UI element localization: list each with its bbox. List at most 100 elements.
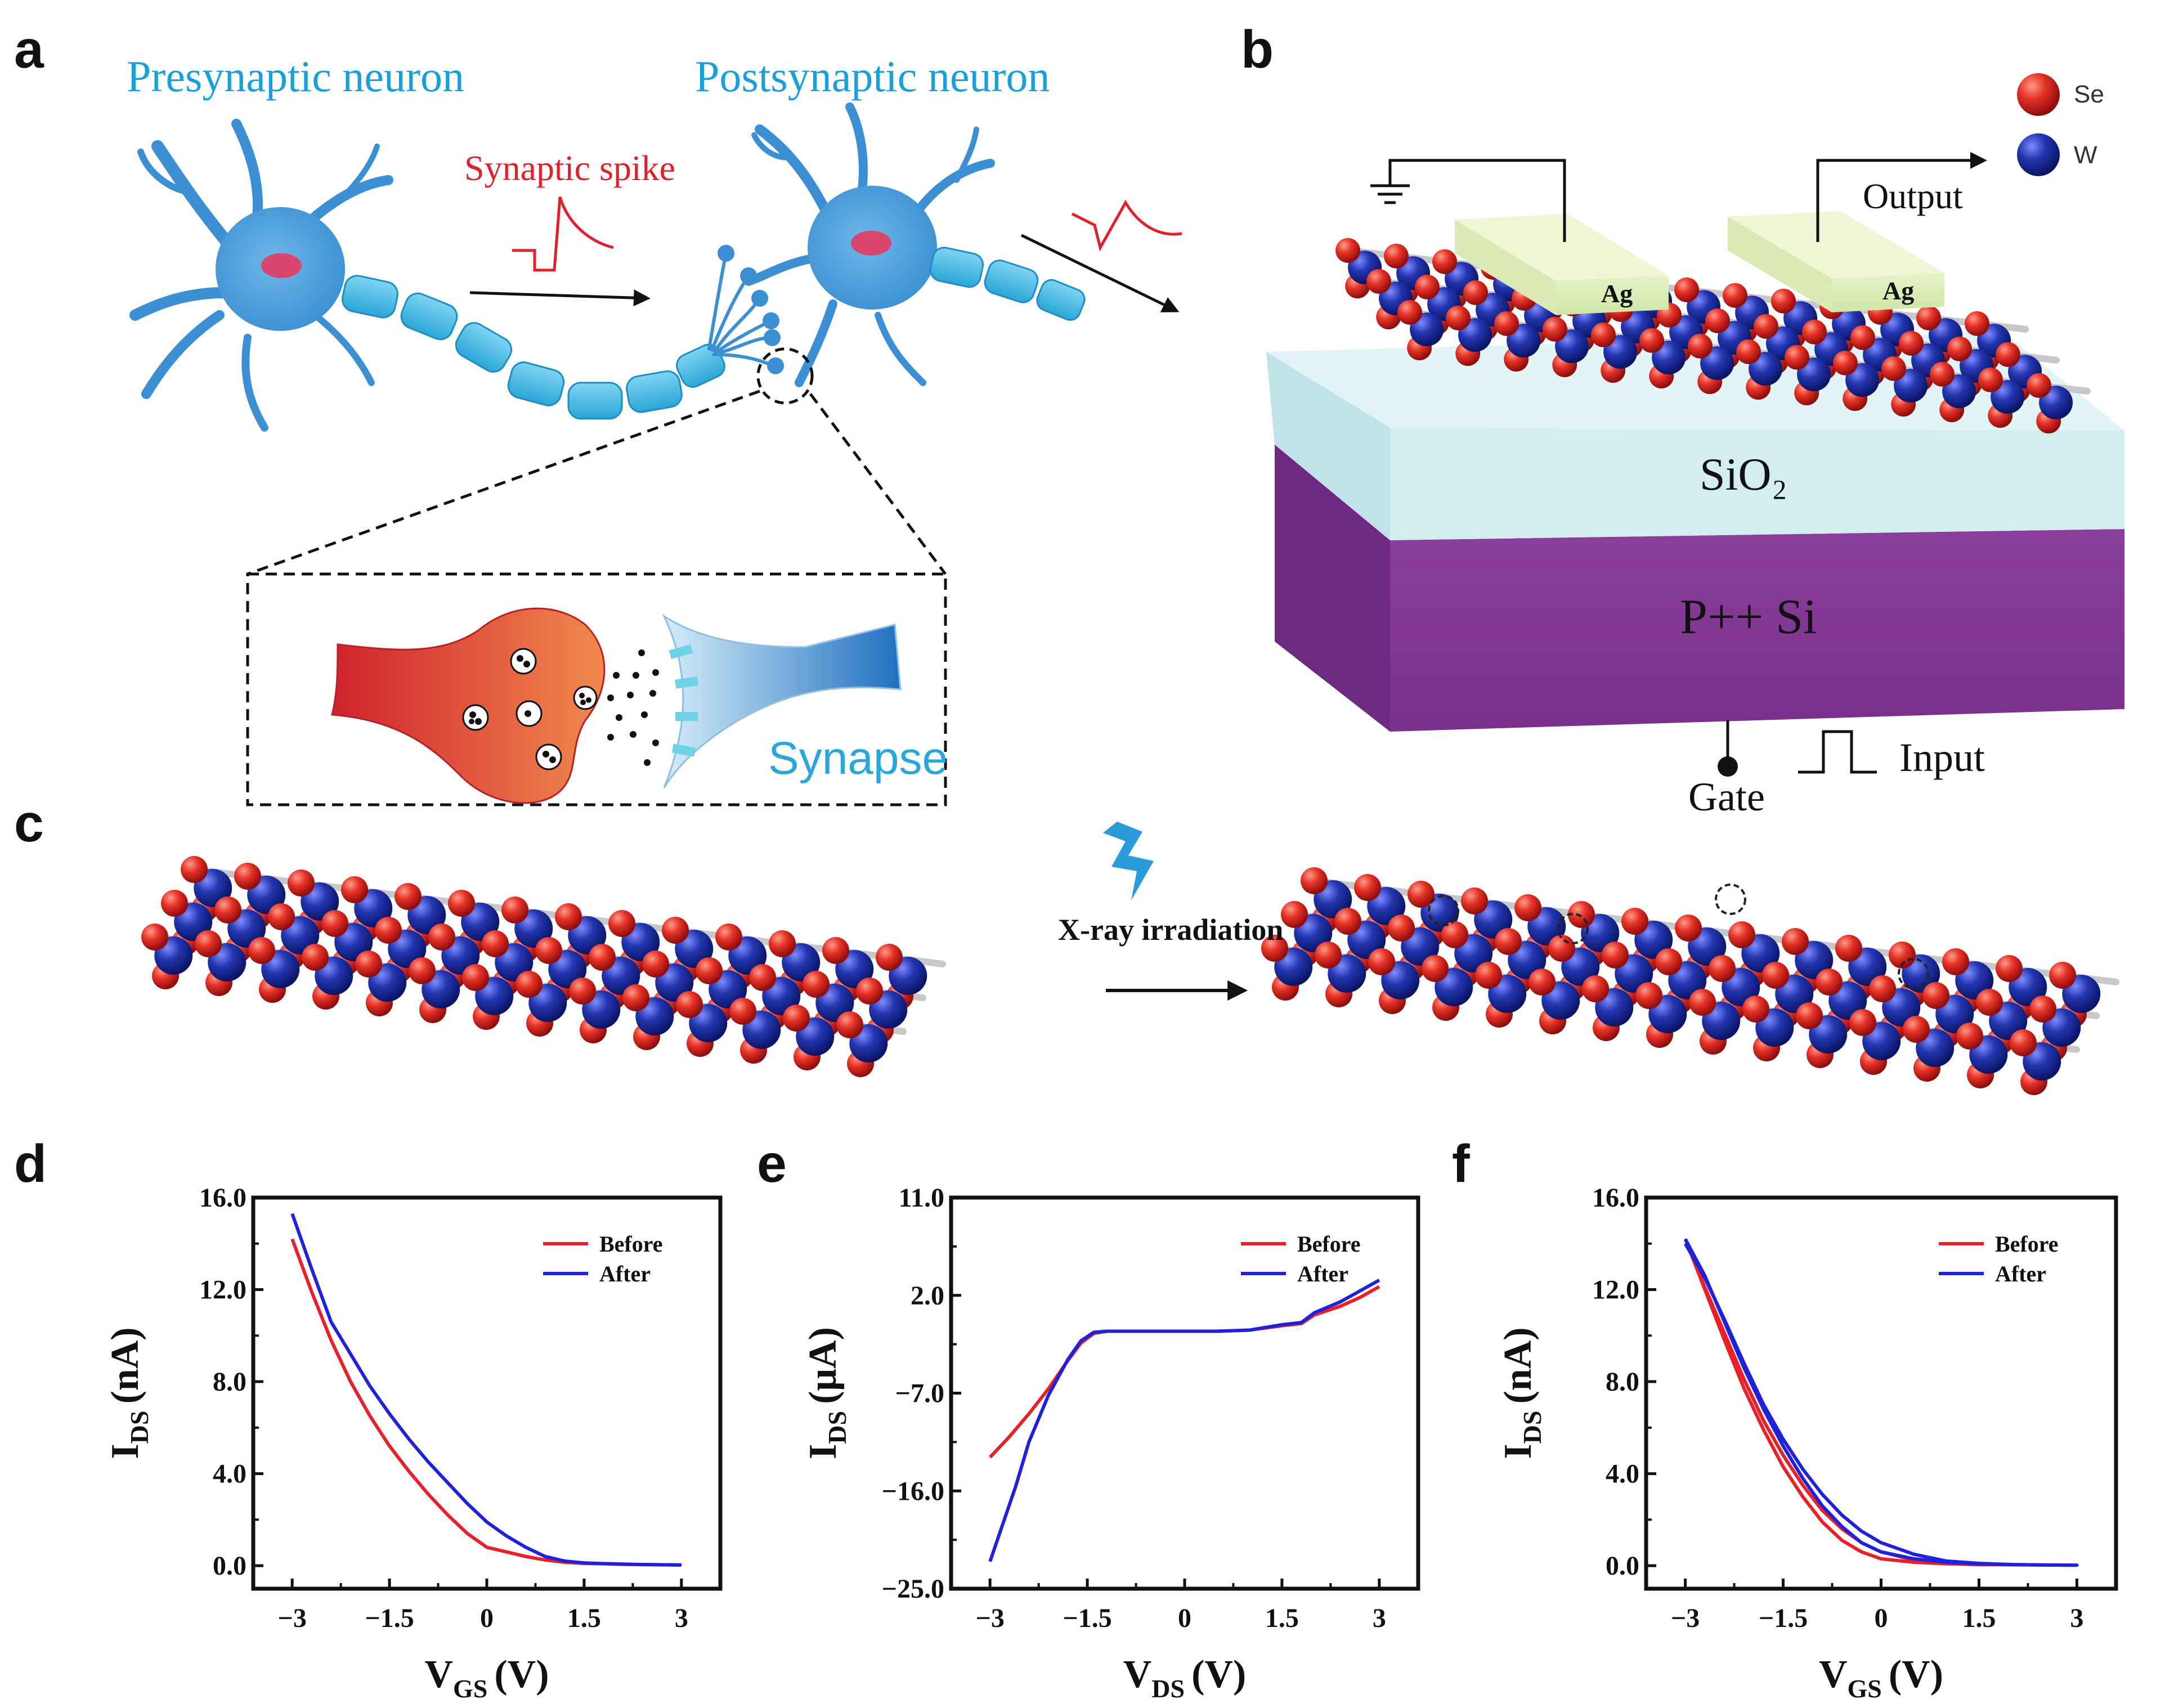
presynaptic-terminal-icon <box>331 607 606 804</box>
y-tick-label: 12.0 <box>199 1275 246 1305</box>
output-spike-waveform <box>1071 200 1182 252</box>
panel-a: a Presynaptic neuron Postsynaptic neuron… <box>14 20 1182 806</box>
se-atom <box>1366 269 1391 294</box>
se-atom <box>676 991 703 1018</box>
se-atom <box>1675 914 1702 942</box>
se-atom <box>876 944 903 971</box>
ag-electrode-left: Ag <box>1455 214 1669 315</box>
se-atom <box>1475 962 1502 989</box>
se-atom <box>1639 328 1664 353</box>
panel-b: b Se W SiO₂ P++ Si Ag Ag <box>1241 20 2124 819</box>
se-atom <box>1835 935 1862 962</box>
ag-electrode-left-label: Ag <box>1601 279 1633 308</box>
se-atom <box>1922 982 1949 1009</box>
se-atom <box>1301 867 1328 894</box>
se-atom <box>1899 331 1924 356</box>
se-atom <box>1996 342 2020 367</box>
y-tick-label: 4.0 <box>1606 1459 1639 1489</box>
x-tick-label: 3 <box>675 1603 688 1633</box>
si-substrate-layer <box>1390 529 2124 732</box>
se-atom <box>803 971 830 998</box>
se-atom <box>1754 314 1778 339</box>
series-after-line <box>988 1279 1380 1562</box>
se-atom <box>662 917 689 944</box>
zoom-line-left <box>247 389 760 576</box>
y-tick-label: 11.0 <box>899 1183 944 1213</box>
se-atom <box>1833 351 1858 375</box>
y-axis-label: IDS(nA) <box>1496 1327 1547 1459</box>
se-atom <box>1407 881 1435 908</box>
wse2-lattice-irradiated <box>1261 867 2119 1095</box>
axon-terminals-icon <box>707 245 784 374</box>
se-atom <box>395 883 422 910</box>
se-atom <box>1709 955 1736 982</box>
x-tick-label: −1.5 <box>1759 1603 1808 1633</box>
x-tick-label: 1.5 <box>1265 1603 1299 1633</box>
legend-before-label: Before <box>599 1231 663 1257</box>
se-atom-legend-icon <box>2017 73 2060 116</box>
postsynaptic-terminal-icon <box>662 613 902 788</box>
se-atom <box>1688 334 1713 358</box>
ag-electrode-right-label: Ag <box>1882 276 1914 305</box>
se-atom <box>1942 948 1969 975</box>
x-axis-label: VGS (V) <box>424 1653 549 1703</box>
panel-e-letter: e <box>757 1134 787 1194</box>
se-atom <box>822 937 849 964</box>
se-atom <box>589 944 616 971</box>
se-atom <box>1996 955 2023 982</box>
se-atom <box>428 924 455 951</box>
se-atom <box>1543 317 1567 342</box>
se-atom <box>1261 935 1288 962</box>
x-tick-label: −3 <box>277 1603 306 1633</box>
presynaptic-neuron-label: Presynaptic neuron <box>127 52 464 101</box>
se-atom <box>1881 356 1906 381</box>
si-substrate-label: P++ Si <box>1680 590 1817 644</box>
se-atom <box>1368 948 1395 975</box>
chart-d: d −3 −1.5 0 1.5 3 0.0 4.0 8.0 12.0 16.0 VGS (V) IDS(n… <box>14 1134 723 1703</box>
series-after-line <box>1683 1238 2079 1567</box>
se-atom <box>1514 894 1541 921</box>
synapse-illustration: Synapse <box>331 607 948 804</box>
se-atom <box>1591 322 1616 347</box>
x-tick-label: 3 <box>1373 1603 1386 1633</box>
se-atom <box>2029 996 2056 1023</box>
se-atom <box>1621 908 1648 935</box>
se-atom <box>1463 280 1488 305</box>
se-atom <box>1354 874 1381 901</box>
se-atom <box>1916 306 1941 330</box>
y-tick-label: 8.0 <box>213 1367 246 1397</box>
se-atom <box>1889 942 1916 969</box>
se-atom <box>1281 901 1308 928</box>
sio2-layer <box>1390 428 2124 540</box>
x-tick-label: −1.5 <box>1063 1603 1111 1633</box>
y-tick-label: 4.0 <box>213 1459 246 1489</box>
se-atom <box>1441 921 1468 948</box>
legend-after-label: After <box>1297 1261 1348 1286</box>
se-atom <box>1785 345 1809 370</box>
se-atom <box>1802 320 1827 344</box>
x-axis-label: VGS (V) <box>1819 1653 1943 1703</box>
se-atom <box>268 903 295 930</box>
se-atom <box>1548 935 1575 962</box>
zoom-circle <box>756 347 814 405</box>
se-atom <box>569 978 596 1005</box>
se-atom <box>1335 238 1360 263</box>
panel-d-letter: d <box>14 1134 47 1194</box>
series-before-line <box>290 1238 682 1567</box>
se-atom <box>214 896 241 924</box>
se-atom <box>696 957 723 984</box>
se-atom <box>1568 901 1595 928</box>
output-label: Output <box>1863 176 1963 216</box>
se-atom <box>1432 249 1457 274</box>
chart-e: e −3 −1.5 0 1.5 3 −25.0 −16.0 −7.0 2.0 11.0 VDS (V) I… <box>757 1134 1420 1703</box>
y-tick-label: 0.0 <box>213 1551 246 1581</box>
signal-arrow-2 <box>1020 234 1180 312</box>
postsynaptic-axon-icon <box>929 246 1086 321</box>
w-atom-legend-icon <box>2017 133 2060 176</box>
se-atom <box>1723 283 1747 308</box>
se-atom <box>248 937 275 964</box>
se-atom <box>856 978 883 1005</box>
se-atom <box>1446 306 1471 330</box>
se-atom <box>1461 887 1488 914</box>
se-atom <box>715 924 742 951</box>
